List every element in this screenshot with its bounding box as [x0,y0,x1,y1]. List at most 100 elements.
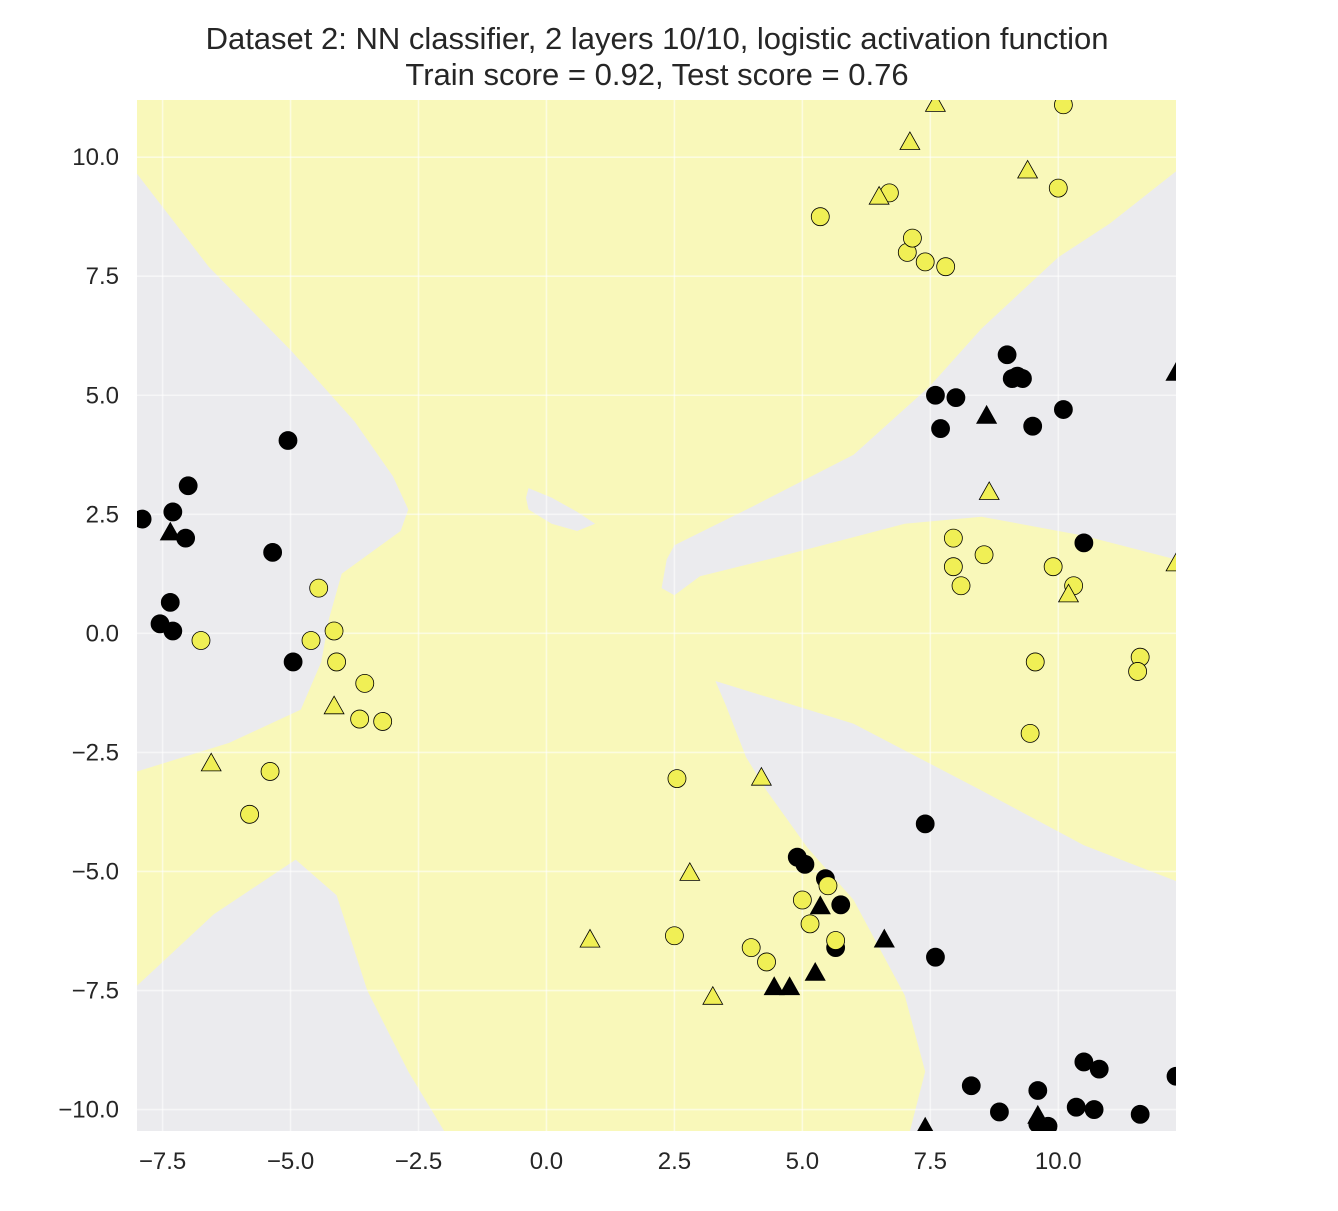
point-class-1-circle [943,528,963,548]
y-tick-label: 0.0 [86,620,119,647]
point-class-0-triangle [159,521,181,541]
point-class-1-circle [800,914,820,934]
point-class-0-circle [163,502,183,522]
point-class-0-circle [1066,1097,1086,1117]
y-tick-label: 10.0 [72,144,119,171]
x-tick-label: 7.5 [914,1148,947,1175]
point-class-1-triangle [1165,552,1176,572]
point-class-0-circle [961,1076,981,1096]
point-class-1-circle [350,709,370,729]
point-class-1-triangle [579,928,601,948]
point-class-1-triangle [200,752,222,772]
point-class-1-circle [191,631,211,650]
point-class-0-circle [926,947,945,967]
point-class-0-triangle [1027,1104,1049,1124]
point-class-0-circle [795,854,815,874]
chart-title-line-1: Dataset 2: NN classifier, 2 layers 10/10… [206,21,1109,56]
point-class-1-circle [792,890,812,910]
point-class-1-triangle [899,131,921,150]
point-class-0-triangle [804,961,826,981]
point-class-0-triangle [873,928,895,948]
point-class-0-circle [1028,1081,1048,1100]
point-class-0-circle [1013,369,1032,388]
point-class-1-triangle [1057,583,1080,603]
point-class-1-circle [810,207,830,227]
x-tick-label: −2.5 [395,1148,442,1175]
point-class-1-circle [943,557,963,577]
axis-ticks: −7.5 −5.0 −2.5 0.0 2.5 5.0 7.5 10.0 −10.0 −7.5 −5.… [58,144,1081,1175]
point-class-1-circle [903,228,922,248]
point-class-1-circle [951,576,971,596]
point-class-1-triangle [750,766,772,786]
point-class-1-circle [915,252,935,272]
x-tick-label: 0.0 [530,1148,563,1175]
point-class-0-circle [1053,400,1073,419]
point-class-0-triangle [809,895,831,915]
y-tick-label: 2.5 [86,501,119,528]
series-class-1-triangle [200,100,1176,1005]
region-class-0-3 [715,681,1176,1131]
point-class-1-triangle [679,861,701,881]
point-class-1-circle [974,545,994,565]
point-class-0-circle [1130,1104,1150,1124]
point-class-0-circle [915,814,935,834]
y-tick-label: −10.0 [58,1097,119,1124]
point-class-0-circle [1089,1059,1109,1079]
point-class-1-circle [1020,723,1040,743]
point-class-0-circle [931,419,950,438]
series-class-1-circle [191,100,1150,972]
point-class-0-circle [263,543,283,562]
region-class-0-4 [526,488,596,531]
x-tick-label: 2.5 [658,1148,691,1175]
point-class-1-circle [665,926,684,946]
point-class-0-circle [1074,533,1094,553]
point-class-0-circle [997,345,1017,365]
point-class-1-triangle [868,185,890,205]
point-class-0-circle [160,593,180,612]
point-class-0-circle [278,431,298,450]
point-class-1-triangle [978,481,1000,500]
point-class-1-circle [757,952,776,972]
point-class-1-circle [1043,557,1063,577]
point-class-0-circle [137,509,152,529]
point-class-1-circle [1025,652,1045,672]
point-class-1-circle [1128,662,1148,681]
point-class-0-circle [1023,416,1043,436]
point-class-1-circle [667,769,687,789]
point-class-1-circle [741,938,761,958]
region-class-0-0 [137,173,409,772]
point-class-0-circle [178,476,198,496]
chart-title-line-2: Train score = 0.92, Test score = 0.76 [405,57,908,92]
point-class-1-triangle [323,695,345,715]
point-class-1-circle [936,257,956,277]
point-class-1-circle [373,712,393,731]
point-class-0-circle [1166,1066,1176,1086]
point-class-1-triangle [1017,159,1039,179]
point-class-0-triangle [1165,361,1176,381]
point-class-1-circle [355,673,375,693]
x-tick-label: −5.0 [267,1148,314,1175]
x-tick-label: 5.0 [786,1148,819,1175]
point-class-0-triangle [917,1116,934,1131]
point-class-0-circle [990,1102,1009,1122]
region-class-0-2 [661,100,1176,596]
x-tick-label: −7.5 [139,1148,186,1175]
series-class-0-triangle [159,361,1176,1131]
point-class-1-circle [301,631,321,650]
point-class-1-circle [309,578,329,598]
point-class-1-circle [240,804,260,824]
point-class-1-circle [1048,178,1068,198]
point-class-0-circle [283,652,303,672]
point-class-1-circle [260,762,280,781]
point-class-0-circle [926,385,945,405]
y-tick-label: −2.5 [72,739,119,766]
point-class-1-triangle [702,985,724,1005]
point-class-0-triangle [779,976,801,996]
point-class-0-triangle [976,404,998,424]
point-class-1-circle [826,931,846,950]
point-class-1-circle [324,621,344,641]
x-tick-label: 10.0 [1035,1148,1082,1175]
plot-clip-group [137,100,1176,1131]
